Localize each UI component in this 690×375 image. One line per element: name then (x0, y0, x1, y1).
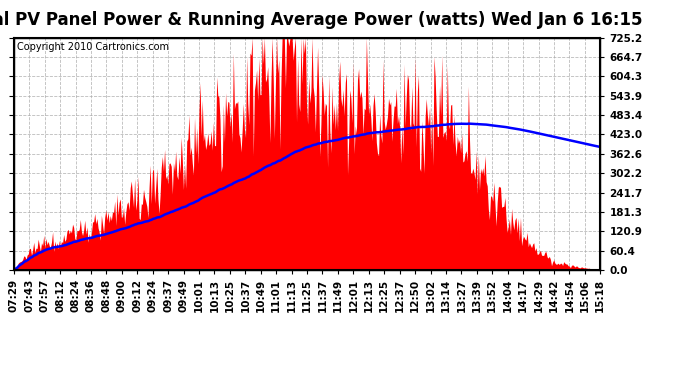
Text: Total PV Panel Power & Running Average Power (watts) Wed Jan 6 16:15: Total PV Panel Power & Running Average P… (0, 11, 643, 29)
Text: Copyright 2010 Cartronics.com: Copyright 2010 Cartronics.com (17, 42, 169, 52)
